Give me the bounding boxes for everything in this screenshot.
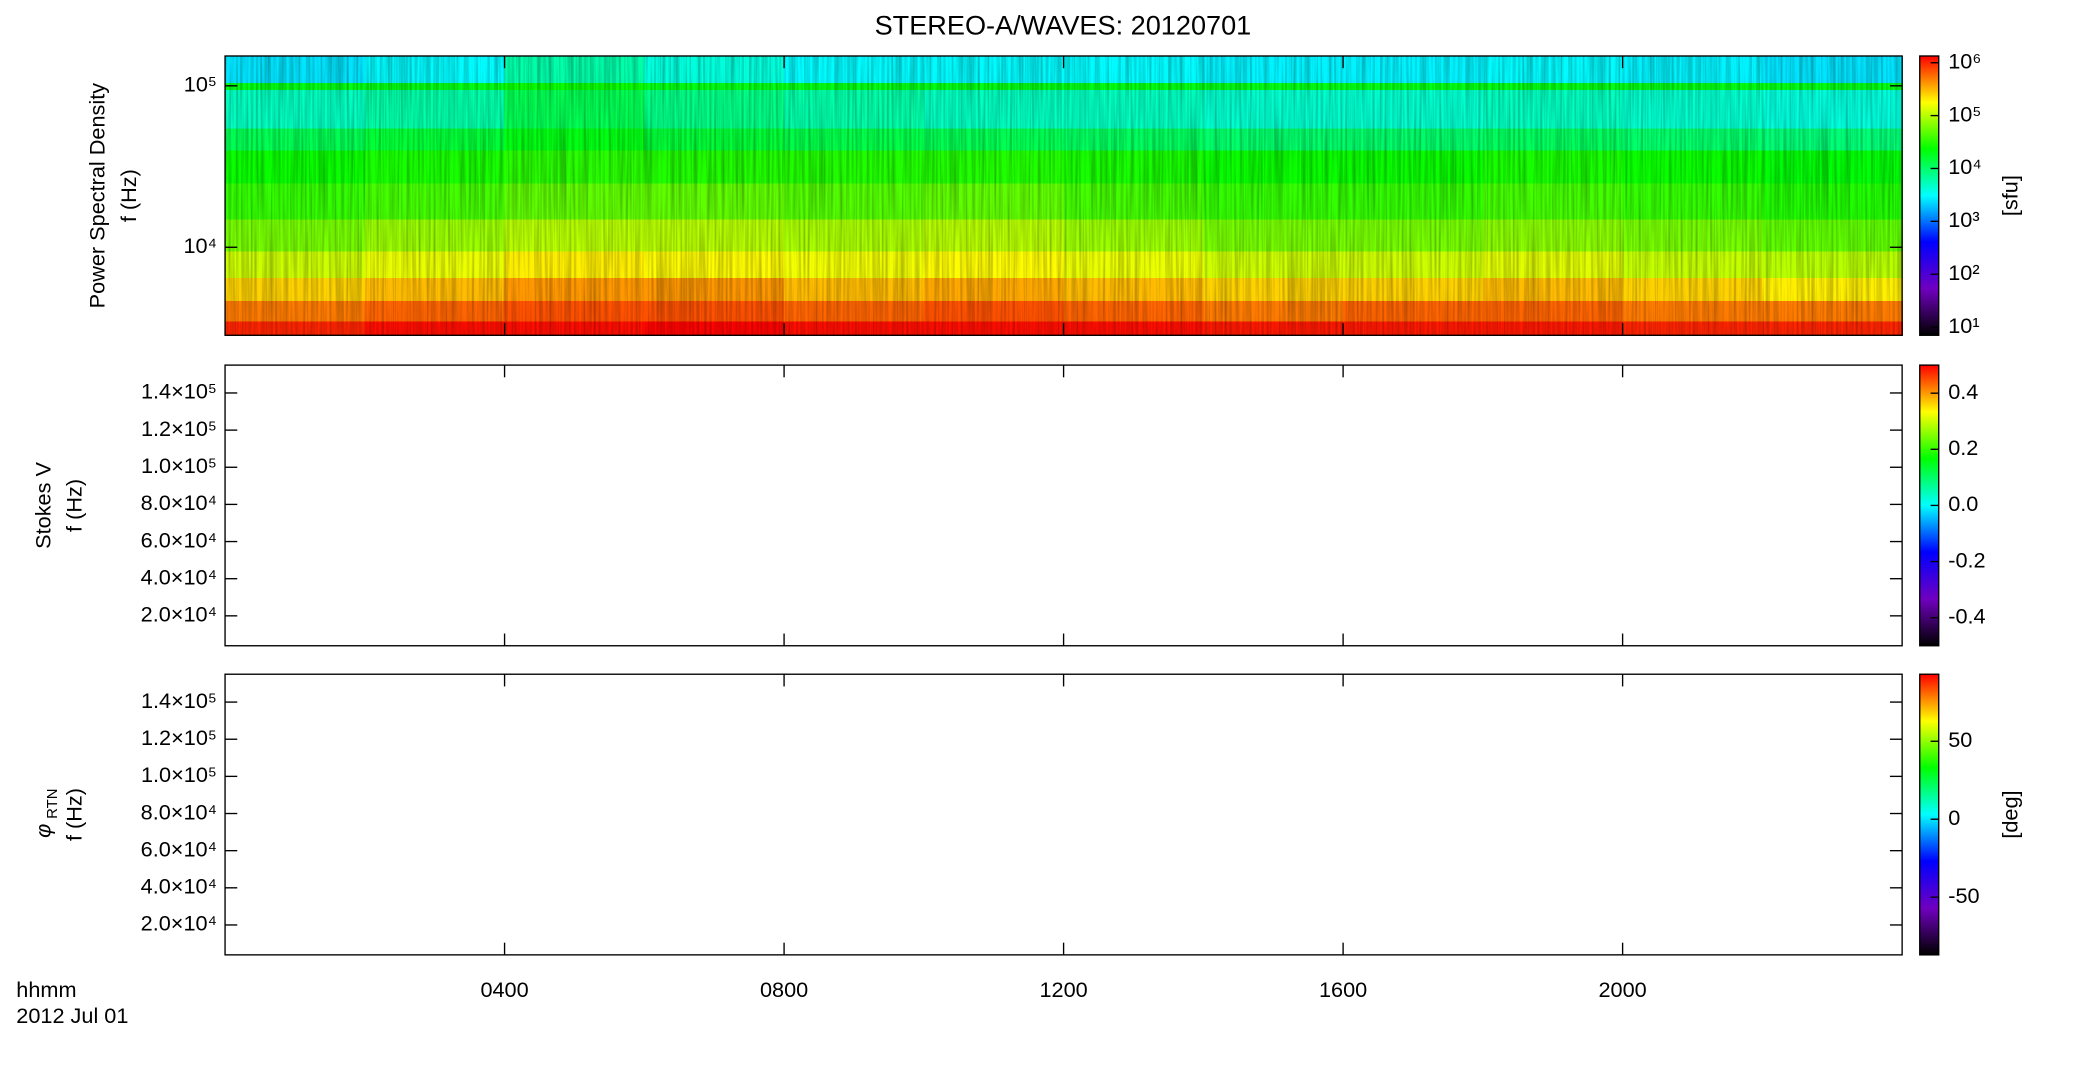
colorbar-tick-label: -0.2 [1948, 547, 1985, 572]
y-tick-label: 2.0×10⁴ [141, 911, 217, 936]
colorbar [1919, 55, 1940, 336]
y-tick-label: 1.2×10⁵ [141, 416, 217, 441]
date-label: 2012 Jul 01 [16, 1003, 128, 1028]
x-tick-label: 1600 [1319, 977, 1367, 1002]
colorbar-tick-label: 0.4 [1948, 379, 1978, 404]
colorbar [1919, 673, 1940, 956]
y-axis-label: f (Hz) [62, 479, 87, 532]
y-tick-label: 8.0×10⁴ [141, 490, 217, 515]
x-tick-label: 0800 [760, 977, 808, 1002]
y-tick-label: 1.4×10⁵ [141, 688, 217, 713]
colorbar-tick-label: -0.4 [1948, 603, 1985, 628]
colorbar-label: [sfu] [1998, 175, 2023, 216]
colorbar-tick-label: 10³ [1948, 207, 1979, 232]
y-axis-symbol: φ [30, 824, 55, 838]
colorbar-tick-label: 10⁴ [1948, 154, 1981, 179]
colorbar-tick-label: 0.0 [1948, 491, 1978, 516]
colorbar-tick-label: 10¹ [1948, 313, 1979, 338]
plot-area [225, 365, 1903, 646]
plot-area [225, 674, 1903, 955]
y-tick-label: 1.2×10⁵ [141, 725, 217, 750]
colorbar-tick-label: 10⁵ [1948, 101, 1981, 126]
y-tick-label: 8.0×10⁴ [141, 799, 217, 824]
y-tick-label: 2.0×10⁴ [141, 602, 217, 627]
x-tick-label: 2000 [1598, 977, 1646, 1002]
y-tick-label: 10⁴ [183, 233, 216, 258]
y-tick-label: 6.0×10⁴ [141, 836, 217, 861]
y-tick-label: 1.0×10⁵ [141, 762, 217, 787]
y-axis-label: f (Hz) [62, 788, 87, 841]
y-axis-label: Power Spectral Density [85, 83, 110, 309]
y-axis-label: Stokes V [30, 461, 55, 548]
x-tick-label: 1200 [1039, 977, 1087, 1002]
y-tick-label: 4.0×10⁴ [141, 874, 217, 899]
y-tick-label: 6.0×10⁴ [141, 527, 217, 552]
colorbar-label: [deg] [1998, 790, 2023, 838]
x-axis-label: hhmm [16, 977, 76, 1002]
y-tick-label: 1.0×10⁵ [141, 453, 217, 478]
texture [225, 55, 1903, 336]
y-tick-label: 4.0×10⁴ [141, 564, 217, 589]
x-tick-label: 0400 [480, 977, 528, 1002]
colorbar-tick-label: 0.2 [1948, 435, 1978, 460]
colorbar-tick-label: 50 [1948, 727, 1972, 752]
colorbar-tick-label: -50 [1948, 883, 1979, 908]
colorbar-tick-label: 10⁶ [1948, 48, 1981, 73]
y-axis-label: f (Hz) [116, 169, 141, 222]
colorbar-tick-label: 0 [1948, 805, 1960, 830]
colorbar-tick-label: 10² [1948, 260, 1979, 285]
chart-title: STEREO-A/WAVES: 20120701 [875, 10, 1252, 41]
y-tick-label: 1.4×10⁵ [141, 379, 217, 404]
y-axis-subscript: RTN [45, 789, 61, 819]
y-tick-label: 10⁵ [184, 72, 217, 97]
